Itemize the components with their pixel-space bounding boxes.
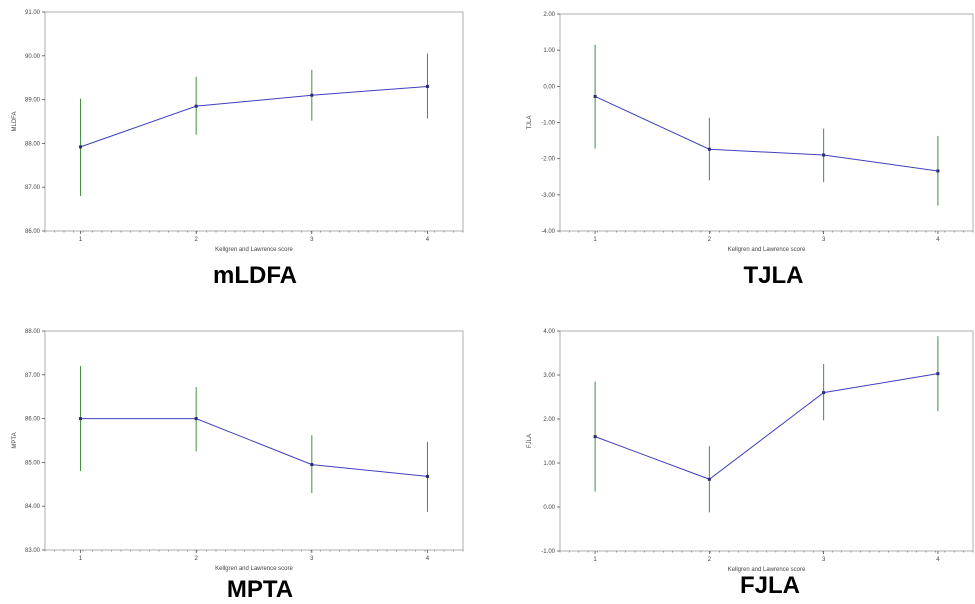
y-tick-label: -2.00 bbox=[541, 157, 555, 163]
y-axis-label: MPTA bbox=[12, 432, 18, 448]
series-line bbox=[594, 96, 938, 172]
y-tick-label: 89.00 bbox=[25, 98, 41, 104]
y-tick-label: 2.00 bbox=[543, 12, 555, 18]
series-line bbox=[80, 85, 428, 148]
data-point bbox=[425, 474, 429, 478]
chart-fjla: -1.00 0.00 1.00 2.00 3.00 4.00 1 2 3 4 Kellgren an… bbox=[527, 329, 974, 573]
y-tick-label: 88.00 bbox=[25, 329, 41, 335]
series-line bbox=[80, 418, 428, 477]
y-tick-label: 84.00 bbox=[25, 504, 41, 510]
data-point bbox=[593, 435, 597, 439]
data-point bbox=[936, 372, 940, 376]
data-point bbox=[822, 153, 826, 157]
chart-caption-mpta: MPTA bbox=[226, 576, 294, 603]
x-tick-label: 3 bbox=[310, 237, 314, 243]
y-tick-label: 87.00 bbox=[25, 373, 41, 379]
plot-frame bbox=[559, 330, 974, 552]
x-tick-label: 3 bbox=[822, 557, 826, 563]
x-tick-label: 2 bbox=[708, 557, 712, 563]
x-axis-label: Kellgren and Lawrence score bbox=[215, 566, 293, 572]
y-tick-label: 0.00 bbox=[543, 84, 555, 90]
chart-mpta: 83.00 84.00 85.00 86.00 87.00 88.00 1 2 3 4 Kellgr… bbox=[12, 329, 464, 572]
x-axis-label: Kellgren and Lawrence score bbox=[728, 567, 806, 573]
data-point bbox=[707, 477, 711, 481]
y-tick-label: 83.00 bbox=[25, 548, 41, 554]
x-tick-label: 1 bbox=[593, 237, 597, 243]
y-axis-label: MLDFA bbox=[12, 111, 18, 131]
data-point bbox=[310, 93, 314, 97]
x-tick-label: 4 bbox=[426, 556, 430, 562]
x-tick-label: 4 bbox=[936, 557, 940, 563]
y-tick-label: 1.00 bbox=[543, 461, 555, 467]
x-tick-label: 1 bbox=[79, 237, 83, 243]
x-tick-label: 2 bbox=[195, 237, 199, 243]
y-tick-label: 2.00 bbox=[543, 417, 555, 423]
y-axis-label: TJLA bbox=[527, 115, 533, 129]
plot-frame bbox=[44, 11, 464, 232]
data-point bbox=[707, 147, 711, 151]
y-tick-label: -1.00 bbox=[541, 121, 555, 127]
y-tick-label: 90.00 bbox=[25, 54, 41, 60]
x-axis-label: Kellgren and Lawrence score bbox=[215, 247, 293, 253]
data-point bbox=[310, 463, 314, 467]
chart-caption-tjla: TJLA bbox=[743, 262, 804, 289]
y-tick-label: -1.00 bbox=[541, 549, 555, 555]
plot-frame bbox=[44, 330, 464, 551]
series-line bbox=[594, 373, 938, 480]
y-axis-label: FJLA bbox=[527, 434, 533, 448]
chart-tjla: -4.00 -3.00 -2.00 -1.00 0.00 1.00 2.00 1 2 3 4 Kell… bbox=[527, 12, 974, 253]
x-tick-label: 4 bbox=[936, 237, 940, 243]
data-point bbox=[936, 169, 940, 173]
data-point bbox=[822, 391, 826, 395]
y-tick-label: 85.00 bbox=[25, 460, 41, 466]
x-tick-label: 4 bbox=[426, 237, 430, 243]
y-tick-label: 88.00 bbox=[25, 141, 41, 147]
x-tick-label: 1 bbox=[79, 556, 83, 562]
x-tick-label: 3 bbox=[310, 556, 314, 562]
data-point bbox=[79, 145, 83, 149]
y-tick-label: 86.00 bbox=[25, 417, 41, 423]
y-tick-label: 3.00 bbox=[543, 373, 555, 379]
x-axis-label: Kellgren and Lawrence score bbox=[728, 247, 806, 253]
x-tick-label: 3 bbox=[822, 237, 826, 243]
y-tick-label: 1.00 bbox=[543, 48, 555, 54]
y-tick-label: 86.00 bbox=[25, 229, 41, 235]
data-point bbox=[194, 417, 198, 421]
x-tick-label: 1 bbox=[593, 557, 597, 563]
y-tick-label: 91.00 bbox=[25, 10, 41, 16]
x-tick-label: 2 bbox=[195, 556, 199, 562]
chart-caption-mldfa: mLDFA bbox=[213, 262, 297, 289]
data-point bbox=[194, 104, 198, 108]
chart-caption-fjla: FJLA bbox=[740, 572, 800, 599]
y-tick-label: -4.00 bbox=[541, 229, 555, 235]
data-point bbox=[425, 84, 429, 88]
data-point bbox=[593, 94, 597, 98]
y-tick-label: -3.00 bbox=[541, 193, 555, 199]
y-tick-label: 4.00 bbox=[543, 329, 555, 335]
y-tick-label: 87.00 bbox=[25, 185, 41, 191]
data-point bbox=[79, 417, 83, 421]
plot-frame bbox=[559, 13, 974, 232]
x-tick-label: 2 bbox=[708, 237, 712, 243]
y-tick-label: 0.00 bbox=[543, 505, 555, 511]
chart-mldfa: 86.00 87.00 88.00 89.00 90.00 91.00 1 2 3 4 Kellgr… bbox=[12, 10, 464, 253]
